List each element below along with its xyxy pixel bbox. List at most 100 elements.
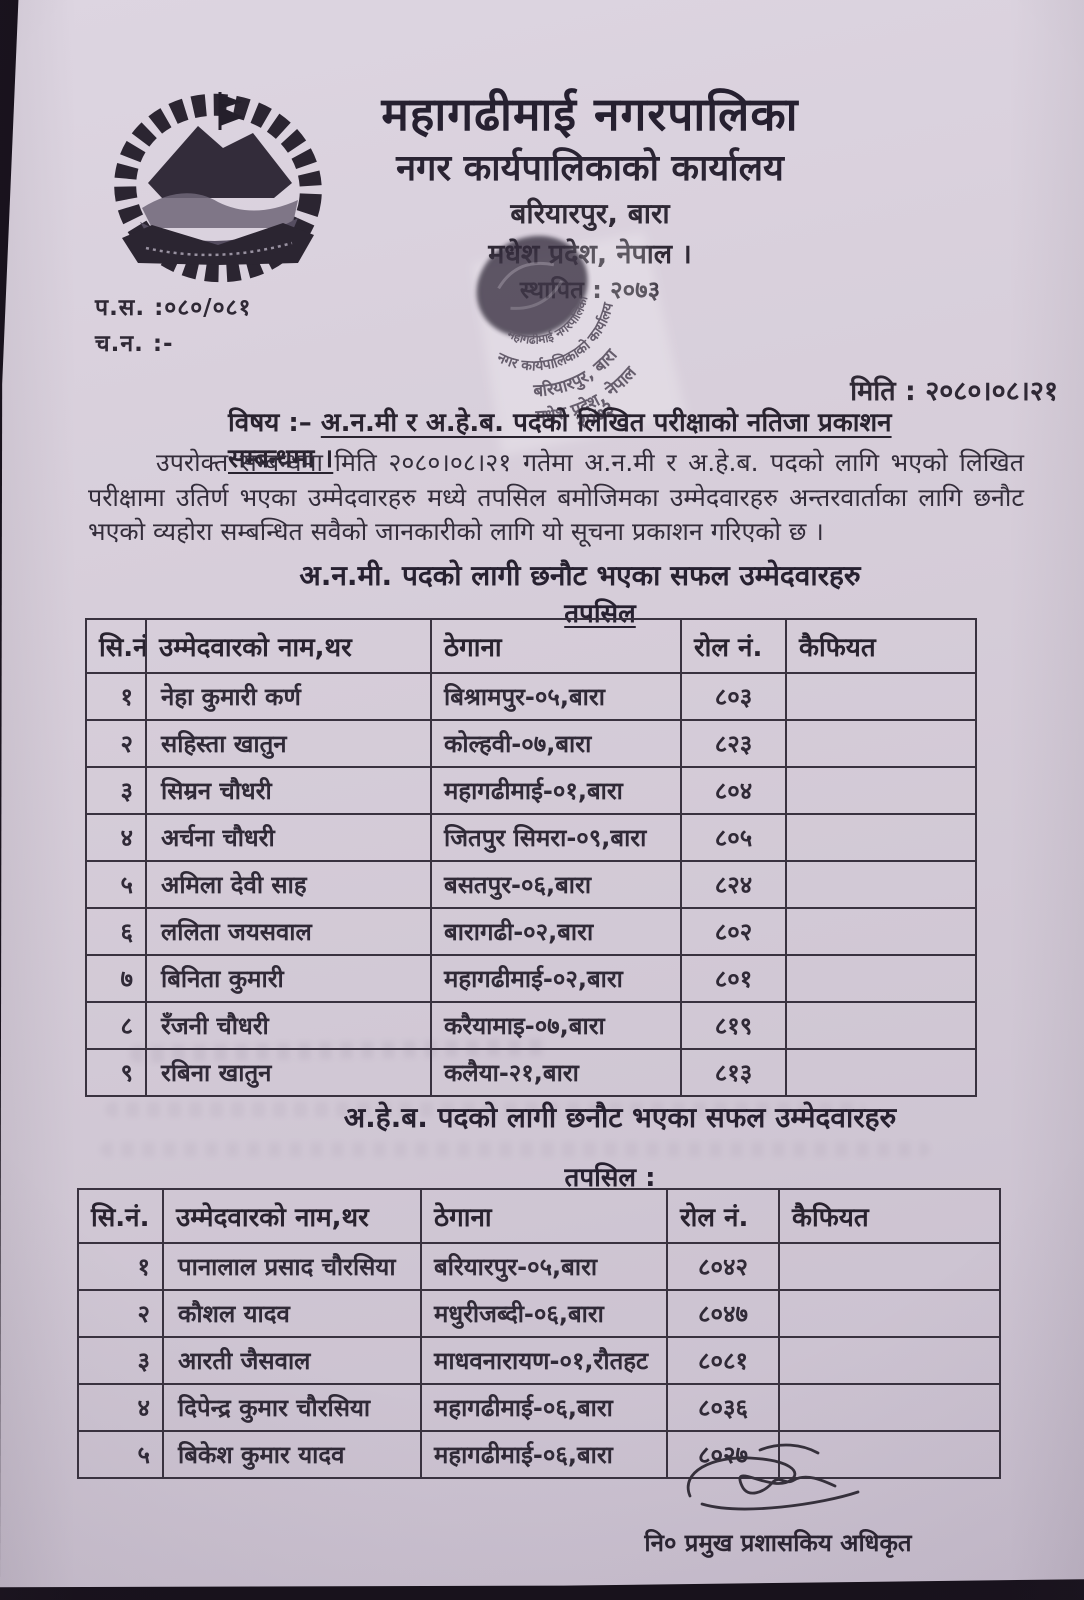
table-cell: ८२३ [680,719,787,768]
table-cell [778,1289,1001,1338]
table-cell [785,1048,977,1097]
table-row: ४ अर्चना चौधरी जितपुर सिमरा-०९,बारा ८०५ [85,813,977,862]
body-paragraph: उपरोक्त सम्बन्धमा मिति २०८०।०८।२१ गतेमा … [88,448,1024,546]
table-cell: १ [85,672,147,721]
table-row: ५ बिकेश कुमार यादव महागढीमाई-०६,बारा ८०२७ [77,1430,1001,1479]
table-cell: ८०२७ [666,1430,780,1479]
column-header: ठेगाना [420,1188,668,1244]
table-cell: ३ [77,1336,164,1385]
table-cell [785,954,977,1003]
table-cell: अमिला देवी साह [145,860,432,909]
table-cell [785,766,977,815]
municipality-emblem-icon [114,92,322,283]
table-cell: सिम्रन चौधरी [145,766,432,815]
table-cell: बिनिता कुमारी [145,954,432,1003]
table-cell: ८०२ [680,907,787,956]
table-row: ८ रँजनी चौधरी करैयामाइ-०७,बारा ८१९ [85,1001,977,1050]
table-cell: ४ [85,813,147,862]
table-cell: ८०३ [680,672,787,721]
table-row: ५ अमिला देवी साह बसतपुर-०६,बारा ८२४ [85,860,977,909]
column-header: सि.नं. [77,1188,164,1244]
svg-text:बरियारपुर, बारा: बरियारपुर, बारा [525,341,627,411]
table-row: ७ बिनिता कुमारी महागढीमाई-०२,बारा ८०१ [85,954,977,1003]
column-header: कैफियत [785,618,977,674]
table-cell: महागढीमाई-०६,बारा [420,1430,668,1479]
table-cell [785,719,977,768]
table-cell: २ [77,1289,164,1338]
table-cell: ८ [85,1001,147,1050]
dispatch-number: च.न. :- [95,330,174,357]
table-cell [785,907,977,956]
subject-text: अ.न.मी र अ.हे.ब. पदको लिखित परीक्षाको नत… [228,408,892,474]
bleed-through-smudge [100,1142,930,1157]
table-cell: ८२४ [680,860,787,909]
table-cell: जितपुर सिमरा-०९,बारा [430,813,682,862]
table-row: ९ रबिना खातुन कलैया-२१,बारा ८१३ [85,1048,977,1097]
table-cell: ४ [77,1383,164,1432]
table-cell: बरियारपुर-०५,बारा [420,1242,668,1291]
column-header: उम्मेदवारको नाम,थर [162,1188,422,1244]
table-cell: ८०१ [680,954,787,1003]
table-row: ६ ललिता जयसवाल बारागढी-०२,बारा ८०२ [85,907,977,956]
stamp-line3: बरियारपुर, बारा [525,341,627,411]
table-cell: अर्चना चौधरी [145,813,432,862]
table-cell: बारागढी-०२,बारा [430,907,682,956]
column-header: सि.नं [85,618,147,674]
table-row: २ कौशल यादव मधुरीजब्दी-०६,बारा ८०४७ [77,1289,1001,1338]
office-title: नगर कार्यपालिकाको कार्यालय [396,147,784,189]
table-cell [778,1383,1001,1432]
letterhead: महागढीमाई नगरपालिका नगर कार्यपालिकाको का… [160,88,1020,306]
section1-title: अ.न.मी. पदको लागी छनौट भएका सफल उम्मेदवा… [299,559,861,592]
table-row: ४ दिपेन्द्र कुमार चौरसिया महागढीमाई-०६,बार… [77,1383,1001,1432]
table-cell [778,1430,1001,1479]
table-cell: नेहा कुमारी कर्ण [145,672,432,721]
section2-subtitle: तपसिल : [564,1163,656,1193]
table-row: २ सहिस्ता खातुन कोल्हवी-०७,बारा ८२३ [85,719,977,768]
table-cell [778,1336,1001,1385]
table-row: १ नेहा कुमारी कर्ण बिश्रामपुर-०५,बारा ८०३ [85,672,977,721]
date-line: मिति : २०८०।०८।२१ [850,376,1058,407]
table-cell: मधुरीजब्दी-०६,बारा [420,1289,668,1338]
svg-text:नगर कार्यपालिकाको कार्यालय: नगर कार्यपालिकाको कार्यालय [489,295,632,396]
table-cell: ५ [77,1430,164,1479]
reference-block: प.स. :०८०/०८१ च.न. :- [95,291,251,362]
table-cell: १ [77,1242,164,1291]
table-cell: ८१३ [680,1048,787,1097]
signature-ink [686,1443,860,1511]
table-cell: कलैया-२१,बारा [430,1048,682,1097]
table-cell: महागढीमाई-०१,बारा [430,766,682,815]
established-line: स्थापित : २०७३ [519,276,661,305]
table-cell: ८०४७ [666,1289,780,1338]
signatory-title: नि० प्रमुख प्रशासकिय अधिकृत [644,1529,912,1557]
table-cell: दिपेन्द्र कुमार चौरसिया [162,1383,422,1432]
table-cell: ९ [85,1048,147,1097]
table-cell [778,1242,1001,1291]
stamp-line2: नगर कार्यपालिकाको कार्यालय [489,295,632,396]
ref-number: प.स. :०८०/०८१ [95,295,252,321]
column-header: रोल नं. [666,1188,780,1244]
table-cell: ८०३६ [666,1383,780,1432]
subject-line: विषय :– अ.न.मी र अ.हे.ब. पदको लिखित परीक… [228,403,968,475]
table-cell: ३ [85,766,147,815]
table-cell: ललिता जयसवाल [145,907,432,956]
table-cell: महागढीमाई-०६,बारा [420,1383,668,1432]
table-cell: ५ [85,860,147,909]
table-cell [785,860,977,909]
bleed-through-smudge [105,1102,865,1117]
column-header: उम्मेदवारको नाम,थर [145,618,432,674]
table-cell: ८०४२ [666,1242,780,1291]
table-cell: ८०४ [680,766,787,815]
table-row: ३ सिम्रन चौधरी महागढीमाई-०१,बारा ८०४ [85,766,977,815]
table-cell: ८०५ [680,813,787,862]
table-cell: महागढीमाई-०२,बारा [430,954,682,1003]
table-cell: रँजनी चौधरी [145,1001,432,1050]
table-cell: बिश्रामपुर-०५,बारा [430,672,682,721]
table-cell: माधवनारायण-०१,रौतहट [420,1336,668,1385]
column-header: ठेगाना [430,618,682,674]
municipality-title: महागढीमाई नगरपालिका [381,87,799,141]
section2-title: अ.हे.ब. पदको लागी छनौट भएका सफल उम्मेदवा… [343,1101,897,1134]
table-cell: रबिना खातुन [145,1048,432,1097]
anm-results-table: सि.नं उम्मेदवारको नाम,थर ठेगाना रोल नं. कैफि… [85,618,977,1097]
ahw-results-table: सि.नं. उम्मेदवारको नाम,थर ठेगाना रोल नं. कैफ… [77,1188,1001,1479]
